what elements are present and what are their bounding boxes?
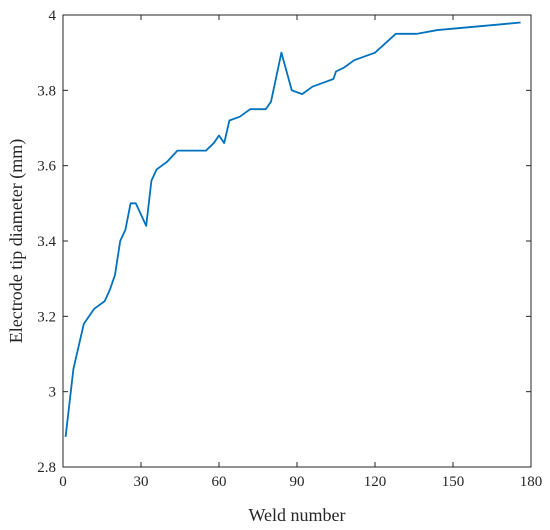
- plot-area: 0 30 60 90 120 150 180 2.8 3 3.2 3.4 3.6 3.8 4: [37, 8, 542, 490]
- y-tick-label: 4: [49, 8, 57, 24]
- y-tick-label: 3: [49, 385, 57, 401]
- y-axis-title: Electrode tip diameter (mm): [6, 139, 27, 343]
- axes-box: [62, 14, 532, 468]
- x-axis-title: Weld number: [248, 505, 345, 525]
- y-tick-label: 3.2: [37, 309, 56, 325]
- y-tick-label: 3.4: [37, 234, 56, 250]
- x-tick-label: 30: [134, 474, 149, 490]
- y-tick-label: 3.6: [37, 159, 56, 175]
- x-tick-label: 150: [442, 474, 465, 490]
- x-tick-label: 120: [364, 474, 387, 490]
- y-tick-label: 3.8: [37, 83, 56, 99]
- x-tick-label: 180: [520, 474, 543, 490]
- x-tick-label: 90: [290, 474, 305, 490]
- x-tick-label: 0: [59, 474, 67, 490]
- y-tick-label: 2.8: [37, 460, 56, 476]
- x-tick-label: 60: [212, 474, 227, 490]
- data-line: [64, 21, 521, 437]
